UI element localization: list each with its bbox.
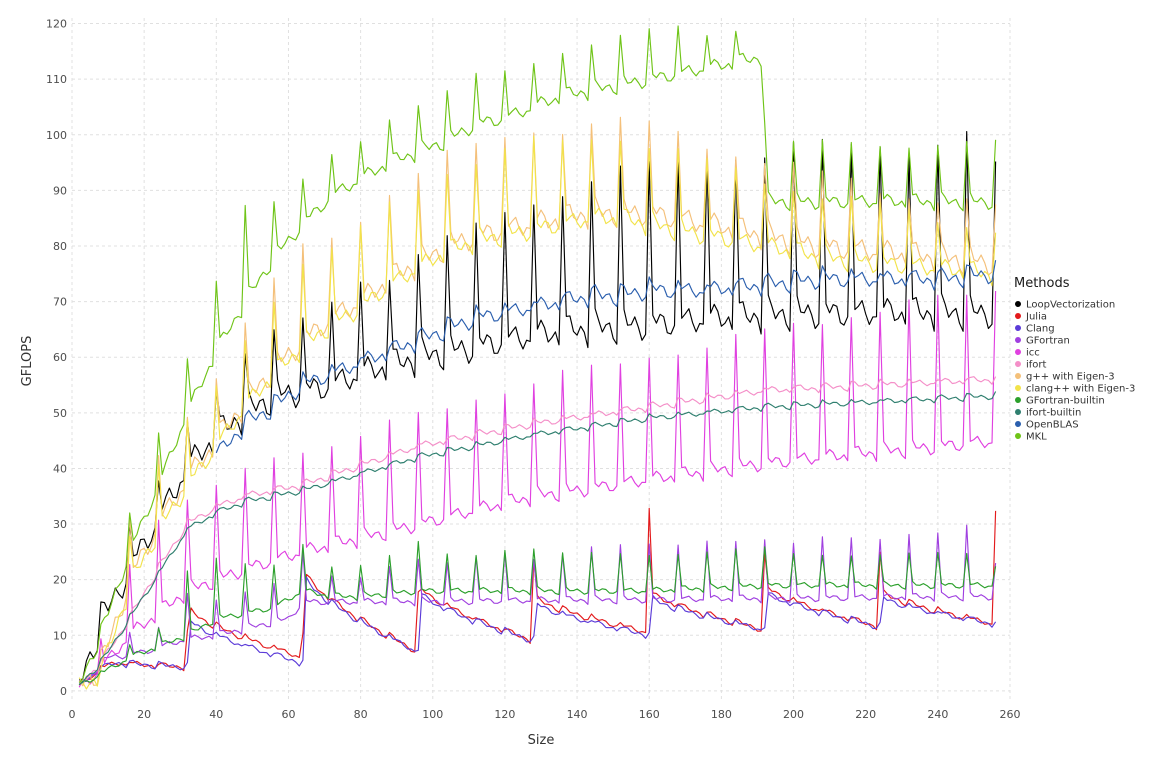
legend-swatch — [1015, 325, 1021, 331]
y-tick-label: 10 — [53, 629, 67, 642]
series-line-icc — [78, 290, 997, 688]
y-tick-label: 100 — [46, 129, 67, 142]
y-tick-label: 60 — [53, 351, 67, 364]
series-line-mkl — [78, 25, 997, 684]
legend-entry-label: GFortran-builtin — [1026, 396, 1105, 407]
plot-area — [78, 25, 997, 690]
legend-entry-label: icc — [1026, 348, 1040, 359]
series-line-gfortran — [79, 524, 997, 685]
legend-entry-label: Clang — [1026, 324, 1055, 335]
x-tick-label: 240 — [927, 708, 948, 721]
y-tick-label: 70 — [53, 296, 67, 309]
legend-swatch — [1015, 421, 1021, 427]
legend-swatch — [1015, 409, 1021, 415]
x-tick-label: 120 — [494, 708, 515, 721]
legend-entry-label: ifort — [1026, 360, 1047, 371]
series-line-ifort-builtin — [78, 391, 997, 685]
legend-entry-label: GFortran — [1026, 336, 1070, 347]
y-tick-label: 90 — [53, 184, 67, 197]
series-line-loopvectorization — [79, 131, 997, 681]
legend-title: Methods — [1014, 276, 1070, 291]
legend-entry-label: OpenBLAS — [1026, 420, 1079, 431]
legend-swatch — [1015, 313, 1021, 319]
x-tick-label: 80 — [354, 708, 368, 721]
y-tick-label: 20 — [53, 574, 67, 587]
legend-entry-label: MKL — [1026, 432, 1047, 443]
x-tick-label: 180 — [711, 708, 732, 721]
legend-swatch — [1015, 397, 1021, 403]
x-tick-label: 40 — [209, 708, 223, 721]
legend-entry-label: clang++ with Eigen-3 — [1026, 384, 1135, 395]
y-axis-title: GFLOPS — [20, 336, 35, 387]
legend-swatch — [1015, 385, 1021, 391]
legend-entry-label: LoopVectorization — [1026, 300, 1115, 311]
series-line-clang — [79, 576, 997, 683]
x-tick-label: 20 — [137, 708, 151, 721]
legend-entry-label: g++ with Eigen-3 — [1026, 372, 1115, 383]
x-tick-label: 60 — [281, 708, 295, 721]
x-tick-label: 260 — [1000, 708, 1021, 721]
y-tick-label: 30 — [53, 518, 67, 531]
y-tick-label: 40 — [53, 462, 67, 475]
x-axis-ticks: 0 20 40 60 80 100 120 140 160 180 200 220 240 260 — [69, 708, 1021, 721]
x-tick-label: 100 — [422, 708, 443, 721]
x-tick-label: 160 — [639, 708, 660, 721]
legend-swatch — [1015, 361, 1021, 367]
x-axis-title: Size — [528, 733, 555, 748]
legend-entry-label: ifort-builtin — [1026, 408, 1081, 419]
x-tick-label: 140 — [567, 708, 588, 721]
y-tick-label: 120 — [46, 18, 67, 31]
x-tick-label: 200 — [783, 708, 804, 721]
y-tick-label: 50 — [53, 407, 67, 420]
y-tick-label: 110 — [46, 73, 67, 86]
legend-entry-label: Julia — [1025, 312, 1047, 323]
y-tick-label: 0 — [60, 685, 67, 698]
legend-swatch — [1015, 349, 1021, 355]
legend-swatch — [1015, 337, 1021, 343]
series-line-openblas — [215, 260, 997, 454]
x-tick-label: 0 — [69, 708, 76, 721]
legend-swatch — [1015, 373, 1021, 379]
y-tick-label: 80 — [53, 240, 67, 253]
series-line-ifort — [79, 376, 997, 682]
x-tick-label: 220 — [855, 708, 876, 721]
series-line-gfortran-builtin — [78, 540, 997, 686]
y-axis-ticks: 0 10 20 30 40 50 60 70 80 90 100 110 120 — [46, 18, 67, 698]
series-line-clang-with-eigen-3 — [78, 135, 997, 690]
legend: Methods LoopVectorizationJuliaClangGFort… — [1014, 276, 1135, 443]
legend-swatch — [1015, 433, 1021, 439]
legend-swatch — [1015, 301, 1021, 307]
